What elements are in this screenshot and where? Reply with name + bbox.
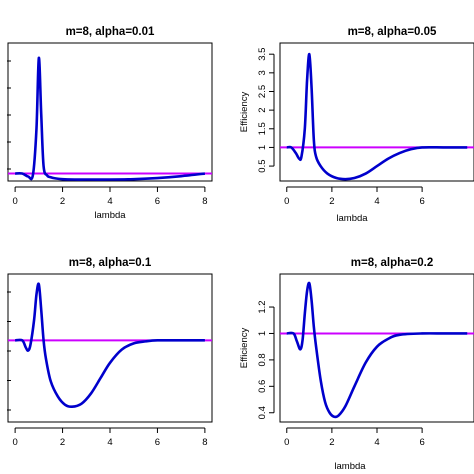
x-tick-label: 0 <box>12 196 17 207</box>
series-line <box>15 56 206 181</box>
panel-title: m=8, alpha=0.1 <box>69 257 152 269</box>
x-tick-label: 6 <box>419 437 424 448</box>
series-line <box>286 281 468 419</box>
y-tick-label: 2.5 <box>257 85 268 98</box>
x-tick-label: 6 <box>155 196 160 207</box>
y-tick-label: 0.6 <box>257 380 268 393</box>
panel-title: m=8, alpha=0.05 <box>348 26 437 38</box>
y-tick-label: 3 <box>257 70 268 75</box>
panel-4: m=8, alpha=0.2 0 2 4 6 0.4 0.6 0.8 1 1.2 lambda Eff… <box>239 257 474 472</box>
x-tick-label: 0 <box>284 196 289 207</box>
x-axis-label: lambda <box>336 213 368 224</box>
x-tick-label: 2 <box>329 437 334 448</box>
x-tick-label: 4 <box>374 437 379 448</box>
panel-title: m=8, alpha=0.2 <box>351 257 433 269</box>
x-tick-label: 6 <box>155 437 160 448</box>
y-tick-label: 1.2 <box>257 300 268 313</box>
x-tick-label: 0 <box>284 437 289 448</box>
y-tick-label: 1 <box>257 145 268 150</box>
y-tick-label: 3.5 <box>257 48 268 61</box>
plot-frame <box>7 273 213 423</box>
x-tick-label: 8 <box>202 437 207 448</box>
panel-2: m=8, alpha=0.05 0 2 4 6 0.5 1 1.5 2 2.5 3 3.5 lambda… <box>239 26 474 224</box>
plot-frame <box>279 273 474 423</box>
x-tick-label: 2 <box>329 196 334 207</box>
y-tick-label: 1.5 <box>257 122 268 135</box>
panel-title: m=8, alpha=0.01 <box>66 26 155 38</box>
y-tick-label: 1 <box>257 331 268 336</box>
plot-frame <box>279 42 474 182</box>
series-line <box>15 282 205 409</box>
x-tick-label: 6 <box>419 196 424 207</box>
x-tick-label: 4 <box>374 196 379 207</box>
x-tick-label: 4 <box>107 437 112 448</box>
x-tick-label: 8 <box>202 196 207 207</box>
y-axis-label: Efficiency <box>239 328 250 369</box>
panel-3: m=8, alpha=0.1 0 2 4 6 8 <box>7 257 213 448</box>
x-axis-label: lambda <box>94 210 126 221</box>
y-tick-label: 0.5 <box>257 159 268 172</box>
y-tick-label: 0.4 <box>257 406 268 419</box>
y-tick-label: 2 <box>257 107 268 112</box>
x-tick-label: 4 <box>107 196 112 207</box>
x-tick-label: 0 <box>12 437 17 448</box>
x-tick-label: 2 <box>60 196 65 207</box>
plot-frame <box>7 42 213 182</box>
x-axis-label: lambda <box>334 461 366 472</box>
y-axis-label: Efficiency <box>239 92 250 133</box>
series-line <box>286 52 468 181</box>
x-tick-label: 2 <box>60 437 65 448</box>
panel-1: m=8, alpha=0.01 0 2 4 6 8 lambda <box>7 26 213 221</box>
y-tick-label: 0.8 <box>257 353 268 366</box>
